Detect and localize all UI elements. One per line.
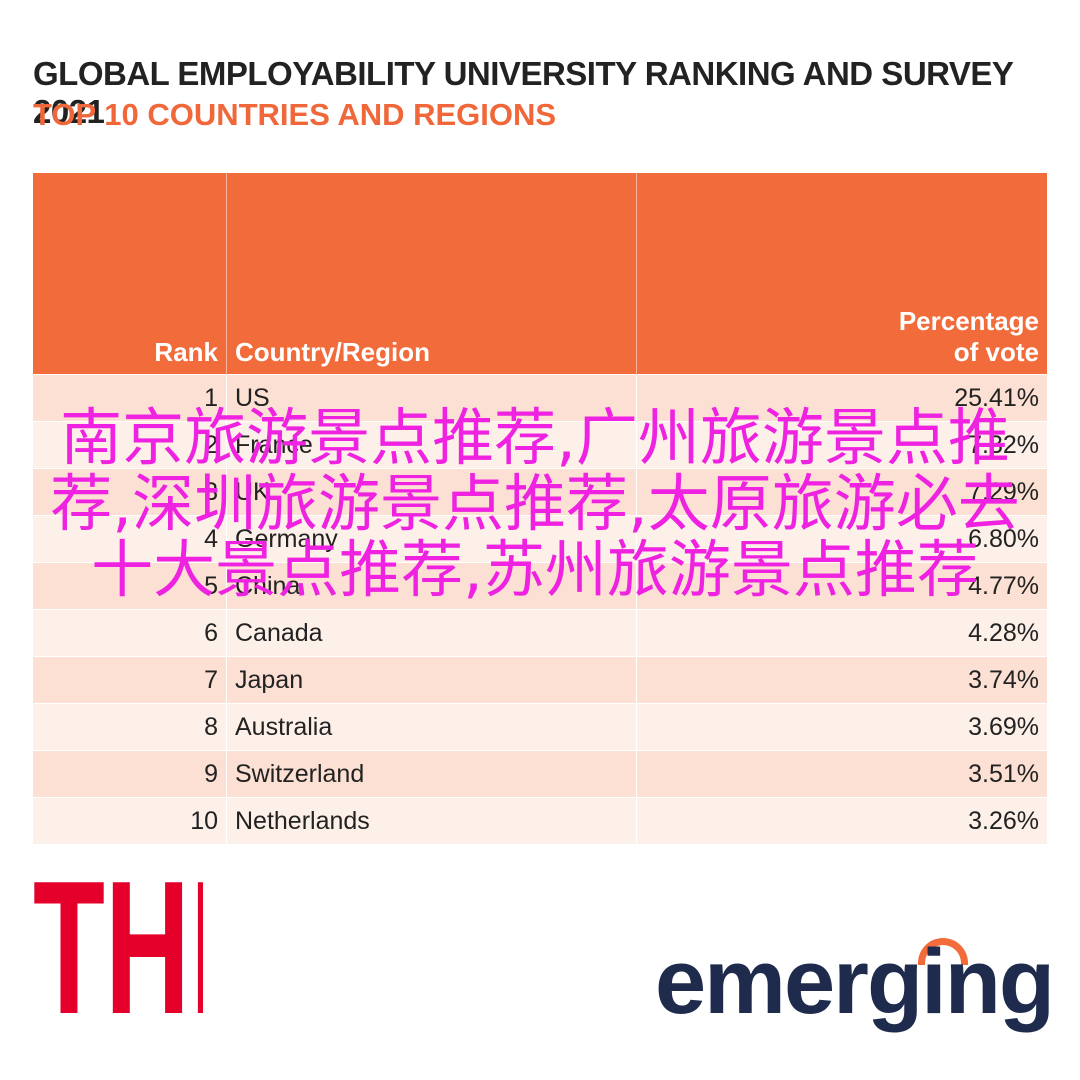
table-cell: 5 xyxy=(33,562,227,610)
emerging-logo: emerging xyxy=(655,931,1055,1033)
table-cell: 4.77% xyxy=(636,562,1047,610)
column-header: Rank xyxy=(33,173,227,375)
column-header: Percentage of vote xyxy=(636,173,1047,375)
column-header-text: Percentage of vote xyxy=(898,306,1039,367)
table-cell: 25.41% xyxy=(636,374,1047,422)
table-cell: 6 xyxy=(33,609,227,657)
table-cell: 3.74% xyxy=(636,656,1047,704)
the-logo: THE xyxy=(33,868,203,1018)
table-cell: 7 xyxy=(33,656,227,704)
table-cell: Canada xyxy=(226,609,637,657)
table-cell: Switzerland xyxy=(226,750,637,798)
table-cell: Japan xyxy=(226,656,637,704)
table-cell: France xyxy=(226,421,637,469)
table-row: 8 Australia 3.69% xyxy=(33,703,1047,751)
logo-text: THE xyxy=(33,868,203,1018)
column-header: Country/Region xyxy=(226,173,637,375)
table-cell: 7.32% xyxy=(636,421,1047,469)
table-cell: 3.51% xyxy=(636,750,1047,798)
table-cell: 2 xyxy=(33,421,227,469)
table-cell: 1 xyxy=(33,374,227,422)
table-row: 1 US 25.41% xyxy=(33,374,1047,422)
table-cell: UK xyxy=(226,468,637,516)
table-row: 5 China 4.77% xyxy=(33,562,1047,610)
title: GLOBAL EMPLOYABILITY UNIVERSITY RANKING … xyxy=(33,55,1013,130)
table-cell: China xyxy=(226,562,637,610)
table-row: 4 Germany 6.80% xyxy=(33,515,1047,563)
table-cell: 4.28% xyxy=(636,609,1047,657)
table-row: 3 UK 7.29% xyxy=(33,468,1047,516)
table-cell: 6.80% xyxy=(636,515,1047,563)
table-cell: 10 xyxy=(33,797,227,844)
table-cell: 7.29% xyxy=(636,468,1047,516)
table-cell: 3.69% xyxy=(636,703,1047,751)
table-cell: Germany xyxy=(226,515,637,563)
table-row: 6 Canada 4.28% xyxy=(33,609,1047,657)
ranking-table: Rank Country/Region Percentage of vote 1… xyxy=(33,173,1047,844)
subtitle: TOP 10 COUNTRIES AND REGIONS xyxy=(33,97,557,132)
table-cell: US xyxy=(226,374,637,422)
table-row: 7 Japan 3.74% xyxy=(33,656,1047,704)
overlay-text: 南京旅游景点推荐,广州旅游景点推荐,深圳旅游景点推荐,太原旅游必去十大景点推荐,… xyxy=(50,401,1020,606)
table-cell: 3 xyxy=(33,468,227,516)
table-cell: Netherlands xyxy=(226,797,637,844)
table-cell: Australia xyxy=(226,703,637,751)
table-row: 9 Switzerland 3.51% xyxy=(33,750,1047,798)
table-row: 10 Netherlands 3.26% xyxy=(33,797,1047,844)
table-cell: 9 xyxy=(33,750,227,798)
table-cell: 4 xyxy=(33,515,227,563)
logo-arc xyxy=(918,938,968,965)
table-cell: 3.26% xyxy=(636,797,1047,844)
table-row: 2 France 7.32% xyxy=(33,421,1047,469)
table-cell: 8 xyxy=(33,703,227,751)
